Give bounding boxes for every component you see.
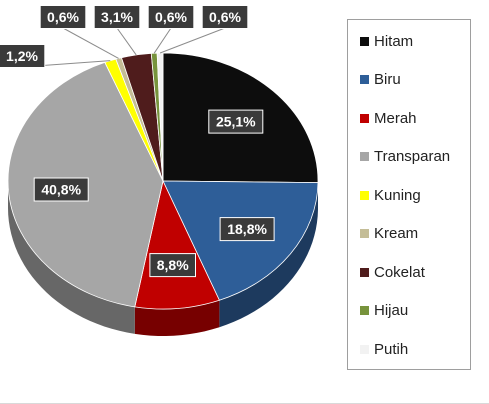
data-label-biru: 18,8% <box>219 217 275 242</box>
leader-line-hijau <box>153 27 172 54</box>
legend-label: Transparan <box>374 148 451 165</box>
legend-swatch <box>360 306 369 315</box>
data-label-merah: 8,8% <box>149 253 196 278</box>
leader-line-cokelat <box>116 27 137 56</box>
legend: Hitam Biru Merah Transparan Kuning Kream Cokel… <box>347 19 471 370</box>
legend-item-hijau: Hijau <box>360 300 408 322</box>
data-label-transparan: 40,8% <box>33 177 89 202</box>
legend-label: Merah <box>374 109 417 127</box>
svg-text:0,6%: 0,6% <box>155 9 187 25</box>
svg-text:0,6%: 0,6% <box>47 9 79 25</box>
legend-item-merah: Merah <box>360 107 417 129</box>
legend-swatch <box>360 152 369 161</box>
legend-item-kuning: Kuning <box>360 184 421 206</box>
legend-item-cokelat: Cokelat <box>360 261 425 283</box>
svg-text:1,2%: 1,2% <box>6 48 38 64</box>
svg-text:40,8%: 40,8% <box>41 182 81 198</box>
legend-item-putih: Putih <box>360 338 408 360</box>
pie-side-transparan <box>8 181 135 334</box>
legend-swatch <box>360 229 369 238</box>
legend-label: Hitam <box>374 32 414 50</box>
data-label-kream: 0,6% <box>39 5 87 29</box>
svg-text:3,1%: 3,1% <box>101 9 133 25</box>
legend-swatch <box>360 190 369 200</box>
legend-swatch <box>360 113 369 123</box>
legend-swatch <box>360 75 369 84</box>
data-label-hijau: 0,6% <box>147 5 195 29</box>
data-label-putih: 0,6% <box>201 5 249 29</box>
pie-slice-putih <box>156 52 164 182</box>
leader-line-kream <box>62 27 119 59</box>
legend-label: Kream <box>374 225 419 242</box>
legend-label: Kuning <box>374 186 421 204</box>
legend-item-biru: Biru <box>360 69 401 91</box>
svg-text:18,8%: 18,8% <box>227 221 267 237</box>
data-label-hitam: 25,1% <box>208 109 264 134</box>
legend-label: Cokelat <box>374 263 425 281</box>
svg-text:8,8%: 8,8% <box>157 257 189 273</box>
leader-line-putih <box>159 27 226 54</box>
legend-swatch <box>360 267 369 277</box>
svg-text:0,6%: 0,6% <box>209 9 241 25</box>
data-label-kuning: 1,2% <box>0 44 46 68</box>
legend-swatch <box>360 36 369 46</box>
svg-text:25,1%: 25,1% <box>216 114 256 130</box>
data-label-cokelat: 3,1% <box>93 5 141 29</box>
legend-label: Putih <box>374 340 409 358</box>
legend-item-kream: Kream <box>360 223 418 245</box>
legend-swatch <box>360 344 369 354</box>
legend-item-transparan: Transparan <box>360 146 450 168</box>
legend-item-hitam: Hitam <box>360 30 413 52</box>
legend-label: Biru <box>374 71 401 88</box>
pie-side-biru <box>219 182 318 328</box>
legend-label: Hijau <box>374 302 409 319</box>
